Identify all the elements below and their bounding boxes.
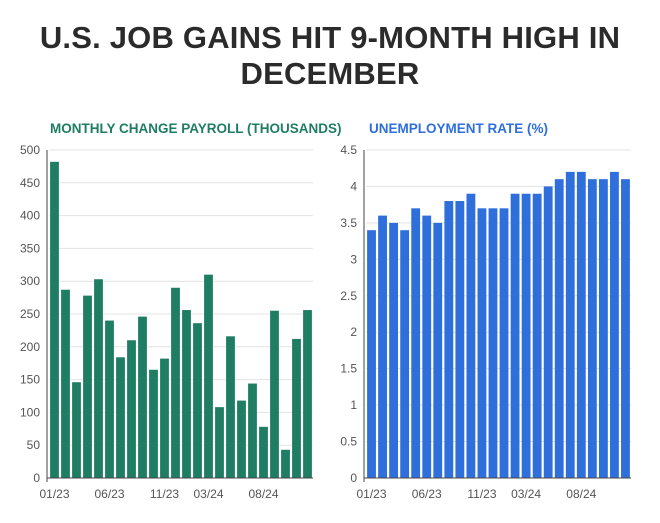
payroll-bar xyxy=(138,316,147,478)
unemployment-bar xyxy=(378,215,387,478)
payroll-bar xyxy=(50,161,59,478)
payroll-chart-title: MONTHLY CHANGE PAYROLL (THOUSANDS) xyxy=(50,121,342,136)
unemployment-bar xyxy=(488,208,498,478)
unemployment-bar xyxy=(621,179,630,478)
payroll-chart: 0 50 100 150 200 250 300 350 400 450 500 01/23 06/23… xyxy=(20,143,313,501)
unemployment-bar xyxy=(422,215,432,478)
payroll-x-tick-label: 06/23 xyxy=(94,487,124,501)
unemployment-bar xyxy=(510,193,520,479)
payroll-bar xyxy=(226,336,235,478)
unemployment-bar xyxy=(565,171,575,478)
unemployment-bar xyxy=(543,186,553,478)
payroll-bar xyxy=(215,407,224,478)
payroll-x-tick-label: 08/24 xyxy=(248,487,278,501)
unemployment-x-tick-label: 06/23 xyxy=(412,487,442,501)
payroll-bar xyxy=(149,369,158,478)
unemployment-bar xyxy=(610,171,619,478)
unemployment-chart-title: UNEMPLOYMENT RATE (%) xyxy=(369,121,548,136)
unemployment-bar xyxy=(411,208,421,478)
unemployment-y-tick-label: 1 xyxy=(350,398,357,412)
payroll-bar xyxy=(171,287,180,478)
payroll-bar xyxy=(94,279,103,478)
unemployment-bar xyxy=(433,222,443,478)
payroll-y-tick-label: 350 xyxy=(20,241,40,255)
payroll-y-tick-label: 500 xyxy=(20,143,40,157)
unemployment-y-tick-label: 0.5 xyxy=(340,435,357,449)
payroll-bar xyxy=(83,295,92,478)
payroll-bar xyxy=(127,340,136,478)
payroll-bar xyxy=(248,383,257,478)
unemployment-x-tick-label: 08/24 xyxy=(566,487,596,501)
unemployment-bar xyxy=(455,201,465,478)
unemployment-bar xyxy=(532,193,542,479)
unemployment-y-tick-label: 4 xyxy=(350,179,357,193)
payroll-bar xyxy=(292,338,301,478)
unemployment-bar xyxy=(477,208,487,478)
payroll-bar xyxy=(105,320,114,478)
page-title: U.S. JOB GAINS HIT 9-MONTH HIGH IN DECEM… xyxy=(39,20,621,91)
payroll-bar xyxy=(259,426,268,478)
payroll-y-tick-label: 300 xyxy=(20,274,40,288)
payroll-bar xyxy=(204,274,213,478)
unemployment-bar xyxy=(400,230,410,478)
payroll-bar xyxy=(237,400,246,478)
unemployment-y-tick-label: 3 xyxy=(350,252,357,266)
payroll-bar xyxy=(61,289,70,478)
payroll-bar xyxy=(116,357,125,478)
unemployment-bar xyxy=(444,201,454,478)
payroll-y-tick-label: 100 xyxy=(20,405,40,419)
payroll-bar xyxy=(193,323,202,478)
payroll-x-tick-label: 11/23 xyxy=(150,487,179,501)
unemployment-bar xyxy=(466,193,476,479)
unemployment-bar xyxy=(598,179,608,478)
payroll-bar xyxy=(270,310,279,478)
payroll-y-tick-label: 200 xyxy=(20,340,40,354)
unemployment-x-tick-label: 03/24 xyxy=(511,487,541,501)
payroll-y-tick-label: 50 xyxy=(27,438,41,452)
unemployment-y-tick-label: 2 xyxy=(350,325,357,339)
unemployment-y-tick-label: 1.5 xyxy=(340,362,357,376)
unemployment-y-tick-label: 3.5 xyxy=(340,216,357,230)
payroll-y-tick-label: 450 xyxy=(20,176,40,190)
unemployment-bar xyxy=(499,208,509,478)
unemployment-bar xyxy=(554,179,564,478)
payroll-y-tick-label: 400 xyxy=(20,209,40,223)
payroll-bar xyxy=(72,382,81,478)
unemployment-bar xyxy=(576,171,586,478)
payroll-y-tick-label: 150 xyxy=(20,373,40,387)
unemployment-y-tick-label: 0 xyxy=(350,471,357,485)
payroll-x-tick-label: 03/24 xyxy=(193,487,223,501)
unemployment-bar xyxy=(521,193,531,479)
unemployment-y-tick-label: 2.5 xyxy=(340,289,357,303)
unemployment-y-tick-label: 4.5 xyxy=(340,143,357,157)
payroll-bar xyxy=(182,310,191,478)
unemployment-chart: 0 0.5 1 1.5 2 2.5 3 3.5 4 4.5 01/23 06/23 11/23 03/24… xyxy=(340,143,631,501)
payroll-bar xyxy=(160,358,169,478)
unemployment-bar xyxy=(587,179,597,478)
payroll-y-tick-label: 0 xyxy=(33,471,40,485)
payroll-bar xyxy=(281,449,290,478)
unemployment-bar xyxy=(367,230,376,478)
unemployment-x-tick-label: 11/23 xyxy=(467,487,496,501)
unemployment-x-tick-label: 01/23 xyxy=(357,487,387,501)
unemployment-bar xyxy=(389,222,399,478)
payroll-x-tick-label: 01/23 xyxy=(39,487,69,501)
payroll-bar xyxy=(303,310,312,478)
payroll-y-tick-label: 250 xyxy=(20,307,40,321)
